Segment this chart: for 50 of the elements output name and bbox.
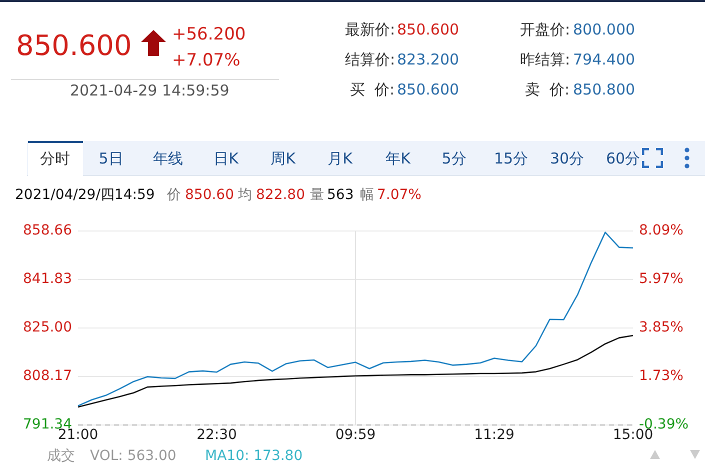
text: 800.000: [573, 20, 636, 38]
text: 周K: [270, 150, 296, 168]
y-tick-label: 858.66: [23, 222, 72, 239]
y2-tick-label: 3.85%: [639, 320, 684, 336]
text: 量: [310, 187, 324, 203]
text: 月K: [328, 150, 352, 168]
x-tick-label: 11:29: [474, 427, 514, 444]
text: 60分: [606, 150, 640, 168]
text: 分时: [40, 150, 70, 168]
text: VOL: 563.00: [90, 448, 176, 463]
y-tick-label: 841.83: [23, 271, 72, 288]
text: 15分: [494, 150, 528, 168]
text: 幅: [360, 187, 374, 203]
text: 7.07%: [377, 187, 422, 203]
text: 均: [238, 187, 252, 203]
text: 850.600: [397, 80, 460, 98]
text: 2021-04-29 14:59:59: [70, 82, 230, 100]
text: 850.600: [16, 29, 132, 62]
y-tick-label: 825.00: [23, 320, 72, 336]
text: 年线: [153, 150, 183, 168]
y2-tick-label: 5.97%: [639, 271, 684, 288]
text: 结算价:: [345, 50, 396, 68]
text: 开盘价:: [520, 20, 570, 38]
text: +56.200: [172, 24, 246, 44]
text: 2021/04/29/四14:59: [15, 187, 155, 203]
text: 卖 价:: [525, 80, 570, 98]
y2-tick-label: 1.73%: [639, 368, 684, 384]
text: 最新价:: [345, 20, 396, 38]
text: 794.400: [573, 50, 636, 68]
text: 850.60: [185, 187, 234, 203]
y2-tick-label: 8.09%: [639, 222, 684, 239]
x-tick-label: 09:59: [335, 427, 376, 444]
text: 5日: [98, 150, 124, 168]
text: 563: [327, 187, 354, 203]
text: 5分: [442, 150, 466, 168]
y-tick-label: 808.17: [23, 368, 72, 384]
text: 成交: [47, 448, 75, 463]
text: 年K: [386, 150, 410, 168]
text: 价: [167, 187, 181, 203]
text: +7.07%: [172, 50, 240, 70]
text: 30分: [550, 150, 584, 168]
text: 850.600: [397, 20, 460, 38]
text: 日K: [214, 150, 238, 168]
text: 822.80: [256, 187, 305, 203]
text: 850.800: [573, 80, 636, 98]
x-tick-label: 22:30: [196, 427, 237, 444]
text: MA10: 173.80: [205, 448, 303, 463]
text: 买 价:: [350, 80, 395, 98]
text: 昨结算:: [520, 50, 570, 68]
text: 823.200: [397, 50, 460, 68]
